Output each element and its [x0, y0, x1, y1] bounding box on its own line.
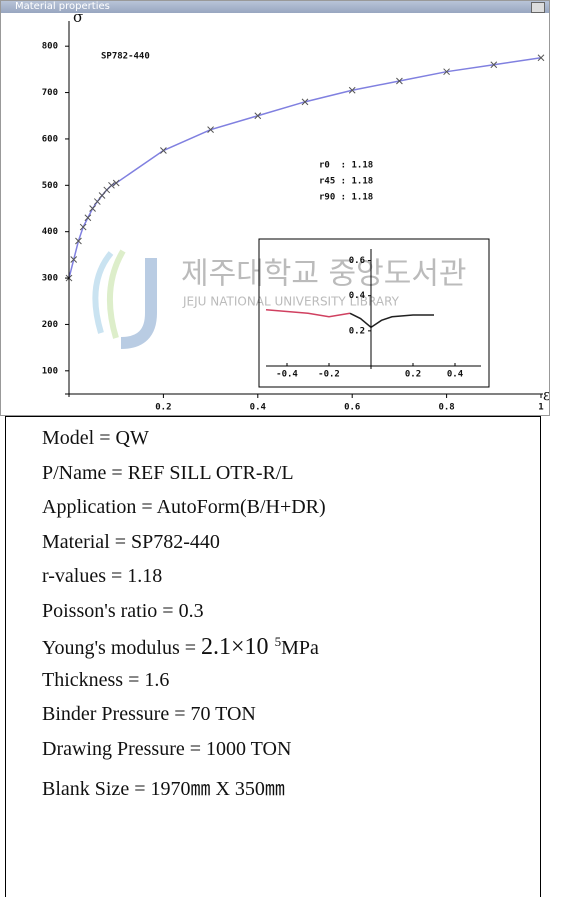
- x-tick-label: 0.2: [155, 403, 171, 413]
- title-bar: Material properties: [1, 1, 549, 13]
- point-marker: [254, 112, 262, 120]
- point-marker: [207, 126, 214, 134]
- properties-panel: Model = QW P/Name = REF SILL OTR-R/L Appli…: [5, 416, 541, 897]
- inset-frame: [258, 238, 490, 388]
- y-tick-label: 300: [42, 274, 58, 284]
- chart: 제주대학교 중앙도서관 JEJU NATIONAL UNIVERSITY LIB…: [42, 13, 549, 413]
- point-marker: [98, 192, 106, 199]
- property-text: Young's modulus =: [42, 637, 202, 659]
- close-button[interactable]: [531, 2, 545, 13]
- y-tick-label: 600: [42, 134, 58, 144]
- property-line: Model = QW: [42, 427, 149, 450]
- curve: [265, 309, 351, 318]
- property-text: Binder Pressure = 70 TON: [42, 703, 256, 725]
- property-text: Thickness = 1.6: [42, 668, 170, 691]
- property-line: Blank Size = 1970㎜ X 350㎜: [42, 772, 285, 801]
- property-line: r-values = 1.18: [42, 565, 162, 588]
- property-text: Material = SP782-440: [42, 530, 220, 553]
- x-tick-label: 1: [538, 403, 543, 413]
- property-text: 5: [274, 634, 282, 650]
- inset-x-tick-label: 0.2: [405, 370, 421, 380]
- r-value-annotation: r45 : 1.18: [319, 177, 373, 187]
- property-text: MPa: [281, 637, 319, 659]
- property-line: Young's modulus = 2.1×10 5MPa: [42, 634, 319, 661]
- y-tick-label: 700: [42, 88, 58, 98]
- curve: [68, 57, 542, 279]
- x-tick-label: 0.8: [438, 403, 454, 413]
- property-text: 2.1×10: [201, 634, 269, 660]
- property-line: Application = AutoForm(B/H+DR): [42, 496, 326, 519]
- point-marker: [84, 214, 92, 222]
- x-tick-label: 0.4: [250, 403, 267, 413]
- r-value-annotation: r90 : 1.18: [319, 193, 373, 203]
- point-marker: [396, 77, 403, 85]
- window-title: Material properties: [15, 1, 110, 12]
- watermark-logo: [92, 249, 157, 349]
- inset-x-tick-label: -0.2: [318, 370, 340, 380]
- property-text: Drawing Pressure = 1000 TON: [42, 737, 292, 760]
- material-properties-window: Material properties 제주대학교 중앙도서관 JEJU NAT…: [0, 0, 550, 416]
- point-marker: [89, 205, 96, 212]
- point-marker: [160, 147, 167, 154]
- point-marker: [490, 61, 498, 69]
- point-marker: [112, 179, 120, 187]
- inset-y-tick-label: 0.2: [349, 326, 365, 336]
- inset-x-tick-label: -0.4: [276, 370, 298, 380]
- chart-title: SP782-440: [101, 52, 150, 62]
- inset-x-tick-label: 0.4: [447, 370, 464, 380]
- property-line: P/Name = REF SILL OTR-R/L: [42, 462, 294, 485]
- property-text: r-values = 1.18: [42, 565, 163, 587]
- x-axis-label: ε: [543, 386, 549, 404]
- property-line: Thickness = 1.6: [42, 669, 169, 692]
- point-marker: [301, 98, 309, 106]
- point-marker: [75, 237, 82, 245]
- point-marker: [79, 223, 87, 231]
- x-tick-label: 0.6: [344, 403, 360, 413]
- property-text: Poisson's ratio = 0.3: [42, 599, 204, 622]
- property-line: Poisson's ratio = 0.3: [42, 600, 204, 623]
- point-marker: [93, 198, 101, 205]
- inset-y-tick-label: 0.6: [349, 256, 365, 266]
- r-value-annotation: r0 : 1.18: [319, 161, 373, 171]
- property-text: Blank Size = 1970㎜ X 350㎜: [42, 778, 285, 800]
- curve: [349, 312, 434, 329]
- point-marker: [348, 86, 356, 94]
- watermark: 제주대학교 중앙도서관: [181, 257, 467, 292]
- property-line: Binder Pressure = 70 TON: [42, 703, 256, 726]
- property-text: P/Name = REF SILL OTR-R/L: [42, 461, 294, 484]
- point-marker: [443, 68, 450, 76]
- property-line: Material = SP782-440: [42, 531, 220, 554]
- inset-y-tick-label: 0.4: [349, 291, 366, 301]
- watermark: JEJU NATIONAL UNIVERSITY LIBRARY: [182, 295, 400, 309]
- point-marker: [537, 54, 545, 62]
- point-marker: [108, 181, 115, 189]
- y-tick-label: 200: [42, 320, 58, 330]
- y-tick-label: 400: [42, 227, 58, 237]
- y-tick-label: 100: [42, 366, 58, 376]
- y-tick-label: 800: [42, 42, 58, 52]
- y-tick-label: 500: [42, 181, 58, 191]
- property-text: Model = QW: [42, 427, 149, 449]
- property-text: Application = AutoForm(B/H+DR): [42, 496, 326, 518]
- property-line: Drawing Pressure = 1000 TON: [42, 738, 291, 761]
- point-marker: [70, 256, 78, 263]
- y-axis-label: σ: [73, 13, 83, 26]
